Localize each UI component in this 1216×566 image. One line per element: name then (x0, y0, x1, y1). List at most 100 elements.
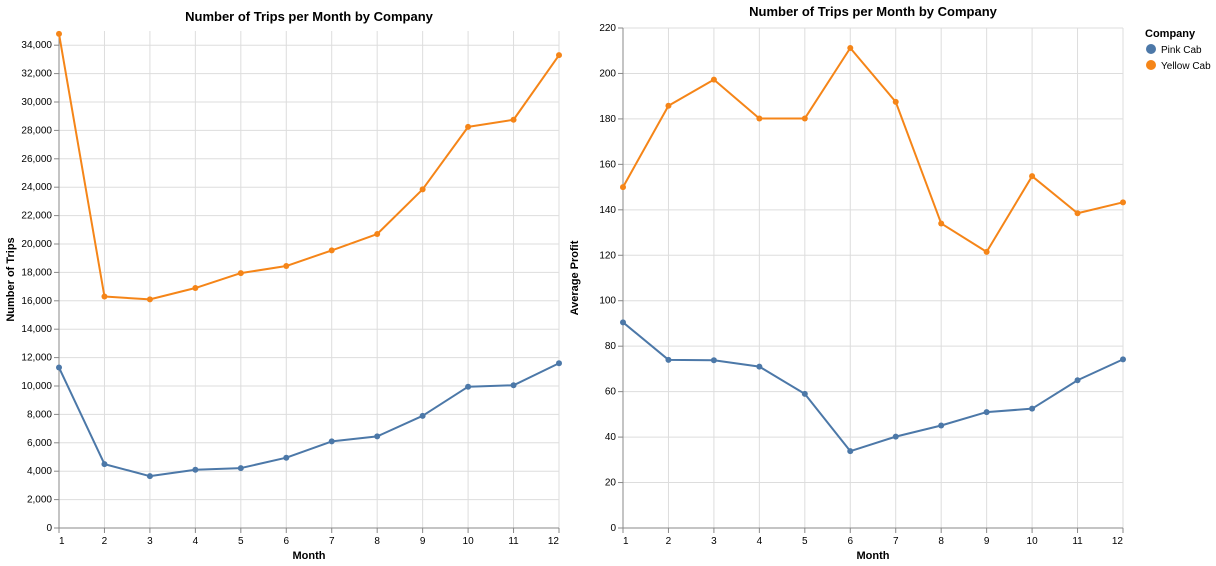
y-tick-label: 6,000 (27, 438, 52, 449)
x-tick-label: 7 (893, 536, 899, 547)
data-point-yellow-cab (283, 263, 290, 270)
data-point-yellow-cab (56, 30, 62, 37)
y-tick-label: 32,000 (21, 69, 52, 80)
x-tick-label: 9 (420, 536, 426, 547)
x-tick-label: 2 (102, 536, 108, 547)
data-point-pink-cab (620, 319, 626, 326)
data-point-pink-cab (465, 383, 472, 390)
series-yellow-cab (56, 30, 562, 303)
chart-title: Number of Trips per Month by Company (185, 9, 434, 24)
y-tick-label: 26,000 (21, 154, 52, 165)
y-tick-label: 200 (599, 68, 616, 79)
data-point-yellow-cab (620, 184, 626, 191)
data-point-yellow-cab (419, 186, 426, 193)
data-point-yellow-cab (1029, 173, 1036, 180)
y-tick-label: 16,000 (21, 296, 52, 307)
data-point-yellow-cab (510, 116, 517, 123)
legend-label-yellow-cab: Yellow Cab (1161, 61, 1211, 72)
data-point-pink-cab (101, 461, 108, 468)
x-tick-label: 7 (329, 536, 335, 547)
y-tick-label: 180 (599, 114, 616, 125)
data-point-pink-cab (983, 409, 990, 416)
data-point-pink-cab (237, 465, 244, 472)
y-tick-label: 12,000 (21, 353, 52, 364)
y-tick-label: 22,000 (21, 211, 52, 222)
data-point-pink-cab (801, 390, 808, 397)
y-tick-label: 20,000 (21, 239, 52, 250)
y-tick-label: 34,000 (21, 40, 52, 51)
y-tick-label: 18,000 (21, 267, 52, 278)
data-point-yellow-cab (146, 296, 153, 303)
y-tick-label: 160 (599, 159, 616, 170)
x-tick-label: 11 (508, 536, 519, 547)
y-tick-label: 8,000 (27, 409, 52, 420)
x-tick-label: 8 (938, 536, 944, 547)
x-tick-label: 9 (984, 536, 990, 547)
x-tick-label: 10 (1027, 536, 1039, 547)
x-axis-title: Month (857, 550, 890, 562)
data-point-yellow-cab (556, 52, 562, 59)
data-point-pink-cab (556, 360, 562, 367)
data-point-pink-cab (192, 466, 199, 473)
data-point-yellow-cab (983, 248, 990, 255)
series-line-pink-cab (58, 362, 560, 478)
y-tick-label: 10,000 (21, 381, 52, 392)
data-point-yellow-cab (101, 293, 108, 300)
y-tick-label: 0 (46, 523, 52, 534)
data-point-yellow-cab (192, 285, 199, 292)
x-tick-label: 5 (238, 536, 244, 547)
series-pink-cab (56, 360, 562, 480)
x-tick-label: 12 (1112, 536, 1124, 547)
y-tick-label: 100 (599, 296, 616, 307)
y-tick-label: 220 (599, 23, 616, 34)
data-point-pink-cab (892, 433, 899, 440)
y-tick-label: 24,000 (21, 182, 52, 193)
legend-symbol-yellow-cab (1146, 60, 1156, 70)
x-tick-label: 12 (548, 536, 560, 547)
y-tick-label: 30,000 (21, 97, 52, 108)
legend: Company Pink Cab Yellow Cab (1145, 28, 1211, 72)
y-tick-label: 60 (605, 387, 617, 398)
legend-symbol-pink-cab (1146, 44, 1156, 54)
data-point-pink-cab (510, 382, 517, 389)
data-point-yellow-cab (756, 115, 763, 122)
data-point-yellow-cab (847, 45, 854, 51)
data-point-pink-cab (328, 438, 335, 445)
data-point-yellow-cab (465, 123, 472, 130)
data-point-yellow-cab (938, 220, 945, 227)
y-tick-label: 2,000 (27, 495, 52, 506)
grid (58, 31, 560, 529)
series-line-yellow-cab (622, 47, 1124, 253)
y-tick-label: 120 (599, 250, 616, 261)
series-yellow-cab (620, 45, 1126, 255)
legend-title: Company (1145, 28, 1196, 40)
data-point-pink-cab (283, 454, 290, 461)
y-tick-label: 140 (599, 205, 616, 216)
series-line-yellow-cab (58, 33, 560, 301)
data-point-pink-cab (419, 412, 426, 419)
x-tick-label: 4 (193, 536, 199, 547)
y-tick-label: 0 (610, 523, 616, 534)
x-tick-label: 8 (374, 536, 380, 547)
x-tick-label: 5 (802, 536, 808, 547)
x-tick-label: 4 (757, 536, 763, 547)
data-point-yellow-cab (1074, 210, 1081, 217)
data-point-yellow-cab (374, 231, 381, 238)
x-axis-title: Month (293, 550, 326, 562)
x-tick-label: 1 (59, 536, 65, 547)
data-point-pink-cab (1120, 356, 1126, 363)
data-point-pink-cab (847, 448, 854, 455)
x-tick-label: 3 (711, 536, 717, 547)
data-point-pink-cab (710, 357, 717, 364)
data-point-pink-cab (374, 433, 381, 440)
y-axis-title: Average Profit (569, 240, 581, 315)
data-point-yellow-cab (665, 102, 672, 109)
y-tick-label: 14,000 (21, 324, 52, 335)
data-point-pink-cab (665, 356, 672, 363)
data-point-yellow-cab (801, 115, 808, 122)
y-tick-label: 28,000 (21, 125, 52, 136)
data-point-yellow-cab (328, 247, 335, 254)
x-tick-label: 6 (847, 536, 853, 547)
data-point-yellow-cab (1120, 199, 1126, 206)
